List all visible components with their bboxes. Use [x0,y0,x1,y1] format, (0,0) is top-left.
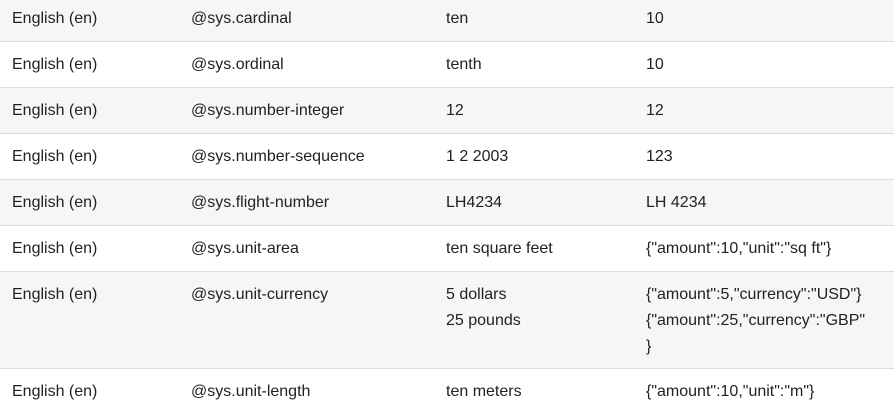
table-row: English (en) @sys.cardinal ten 10 [0,0,894,42]
output-cell: 123 [646,148,673,165]
locale-cell: English (en) [12,194,98,211]
locale-cell: English (en) [12,10,98,27]
input-cell: 1 2 2003 [446,148,509,165]
output-cell: {"amount":10,"unit":"sq ft"} [646,240,832,257]
output-line: {"amount":5,"currency":"USD"} [646,286,862,303]
table-row: English (en) @sys.unit-currency 5 dollar… [0,272,894,369]
locale-cell: English (en) [12,240,98,257]
entity-cell: @sys.unit-area [191,240,299,257]
output-cell: 10 [646,10,664,27]
output-cell: LH 4234 [646,194,707,211]
input-line: 25 pounds [446,312,521,329]
locale-cell: English (en) [12,56,98,73]
entity-cell: @sys.cardinal [191,10,292,27]
table-row: English (en) @sys.number-integer 12 12 [0,88,894,134]
output-line: } [646,338,652,355]
output-cell: 12 [646,102,664,119]
input-cell: tenth [446,56,482,73]
entity-cell: @sys.unit-length [191,383,311,400]
input-line: 5 dollars [446,286,507,303]
table-row: English (en) @sys.unit-length ten meters… [0,369,894,411]
locale-cell: English (en) [12,383,98,400]
entity-cell: @sys.flight-number [191,194,330,211]
input-cell: 5 dollars 25 pounds [446,282,521,334]
entity-cell: @sys.ordinal [191,56,284,73]
table-row: English (en) @sys.flight-number LH4234 L… [0,180,894,226]
input-cell: LH4234 [446,194,503,211]
input-cell: 12 [446,102,464,119]
table-row: English (en) @sys.unit-area ten square f… [0,226,894,272]
input-cell: ten [446,10,469,27]
output-line: {"amount":25,"currency":"GBP" [646,312,866,329]
input-cell: ten meters [446,383,522,400]
locale-cell: English (en) [12,148,98,165]
locale-cell: English (en) [12,286,98,303]
output-cell: {"amount":10,"unit":"m"} [646,383,815,400]
entity-cell: @sys.unit-currency [191,286,329,303]
table-row: English (en) @sys.ordinal tenth 10 [0,42,894,88]
output-cell: 10 [646,56,664,73]
entity-cell: @sys.number-integer [191,102,345,119]
table-row: English (en) @sys.number-sequence 1 2 20… [0,134,894,180]
entity-cell: @sys.number-sequence [191,148,365,165]
input-cell: ten square feet [446,240,553,257]
locale-cell: English (en) [12,102,98,119]
output-cell: {"amount":5,"currency":"USD"} {"amount":… [646,282,865,360]
